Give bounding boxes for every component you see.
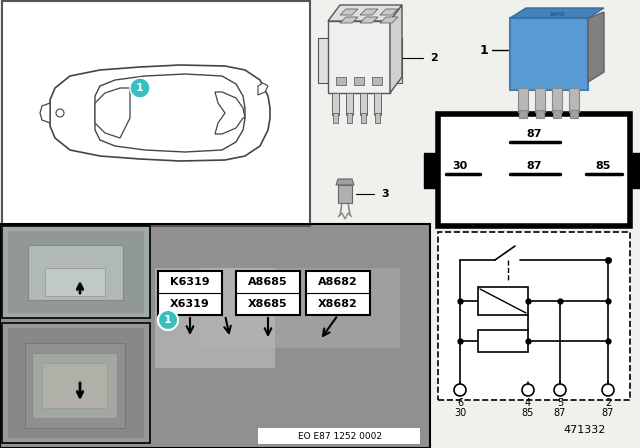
Text: X6319: X6319	[170, 299, 210, 309]
Bar	[158, 271, 222, 315]
Bar	[360, 93, 367, 115]
Text: 1: 1	[136, 83, 144, 93]
Text: 3: 3	[381, 189, 388, 199]
Bar	[390, 38, 402, 83]
Text: 4: 4	[525, 398, 531, 408]
Text: BMW: BMW	[549, 12, 565, 17]
Bar	[569, 88, 579, 112]
Polygon shape	[95, 88, 130, 138]
Polygon shape	[588, 12, 604, 82]
Text: 85: 85	[522, 408, 534, 418]
Bar	[478, 287, 528, 315]
Text: X8685: X8685	[248, 299, 288, 309]
Text: 1: 1	[164, 315, 172, 325]
Text: A8685: A8685	[248, 277, 288, 287]
Bar	[306, 271, 370, 315]
Bar	[8, 231, 144, 313]
Circle shape	[522, 384, 534, 396]
Text: EO E87 1252 0002: EO E87 1252 0002	[298, 431, 382, 440]
Circle shape	[130, 78, 150, 98]
Text: A8682: A8682	[318, 277, 358, 287]
Bar	[2, 226, 150, 318]
Bar	[0, 224, 430, 448]
Bar	[375, 113, 380, 123]
Polygon shape	[390, 5, 402, 93]
Bar	[25, 343, 125, 428]
Polygon shape	[380, 17, 398, 23]
Bar	[424, 153, 438, 188]
Polygon shape	[380, 9, 398, 15]
Bar	[42, 363, 107, 408]
Bar	[518, 88, 528, 112]
Text: 1: 1	[479, 43, 488, 56]
Bar	[45, 268, 105, 296]
Text: K6319: K6319	[170, 277, 210, 287]
Bar	[535, 88, 545, 112]
Bar	[347, 113, 352, 123]
Polygon shape	[40, 103, 50, 123]
Circle shape	[56, 109, 64, 117]
Bar	[478, 330, 528, 352]
Bar	[536, 110, 544, 118]
Bar	[258, 428, 420, 444]
Bar	[2, 323, 150, 443]
Bar	[553, 110, 561, 118]
Polygon shape	[215, 92, 245, 134]
Bar	[8, 328, 144, 438]
Polygon shape	[340, 9, 358, 15]
Polygon shape	[50, 65, 270, 161]
Text: 87: 87	[526, 129, 541, 139]
Polygon shape	[258, 83, 268, 95]
Text: 85: 85	[595, 161, 611, 171]
Bar	[0, 224, 430, 448]
Polygon shape	[336, 179, 354, 185]
Text: 87: 87	[526, 161, 541, 171]
Bar	[200, 268, 400, 348]
Polygon shape	[95, 74, 245, 152]
Polygon shape	[360, 17, 378, 23]
Bar	[354, 77, 364, 85]
Text: 30: 30	[454, 408, 466, 418]
Bar	[318, 38, 330, 83]
Text: 2: 2	[605, 398, 611, 408]
Bar	[236, 271, 300, 315]
Bar	[372, 77, 382, 85]
Circle shape	[158, 310, 178, 330]
Text: 5: 5	[557, 398, 563, 408]
Circle shape	[602, 384, 614, 396]
Bar	[630, 153, 640, 188]
Circle shape	[554, 384, 566, 396]
Bar	[0, 224, 430, 448]
Bar	[338, 185, 352, 203]
Polygon shape	[328, 5, 402, 21]
Polygon shape	[340, 17, 358, 23]
Bar	[28, 245, 123, 300]
Bar	[328, 21, 390, 93]
Text: 2: 2	[430, 53, 438, 63]
Bar	[155, 268, 275, 368]
Polygon shape	[360, 9, 378, 15]
Bar	[346, 93, 353, 115]
Text: 6: 6	[457, 398, 463, 408]
Polygon shape	[510, 8, 604, 18]
Text: 30: 30	[452, 161, 468, 171]
Bar	[519, 110, 527, 118]
Bar	[552, 88, 562, 112]
Bar	[2, 1, 310, 226]
Circle shape	[454, 384, 466, 396]
Bar	[336, 77, 346, 85]
Bar	[333, 113, 338, 123]
Bar	[570, 110, 578, 118]
Bar	[510, 18, 588, 90]
Bar	[32, 353, 117, 418]
Bar	[374, 93, 381, 115]
Text: 87: 87	[554, 408, 566, 418]
Bar	[332, 93, 339, 115]
Text: 471332: 471332	[564, 425, 606, 435]
Text: 87: 87	[602, 408, 614, 418]
Bar	[361, 113, 366, 123]
Bar	[438, 232, 630, 400]
Bar	[438, 114, 630, 226]
Text: X8682: X8682	[318, 299, 358, 309]
